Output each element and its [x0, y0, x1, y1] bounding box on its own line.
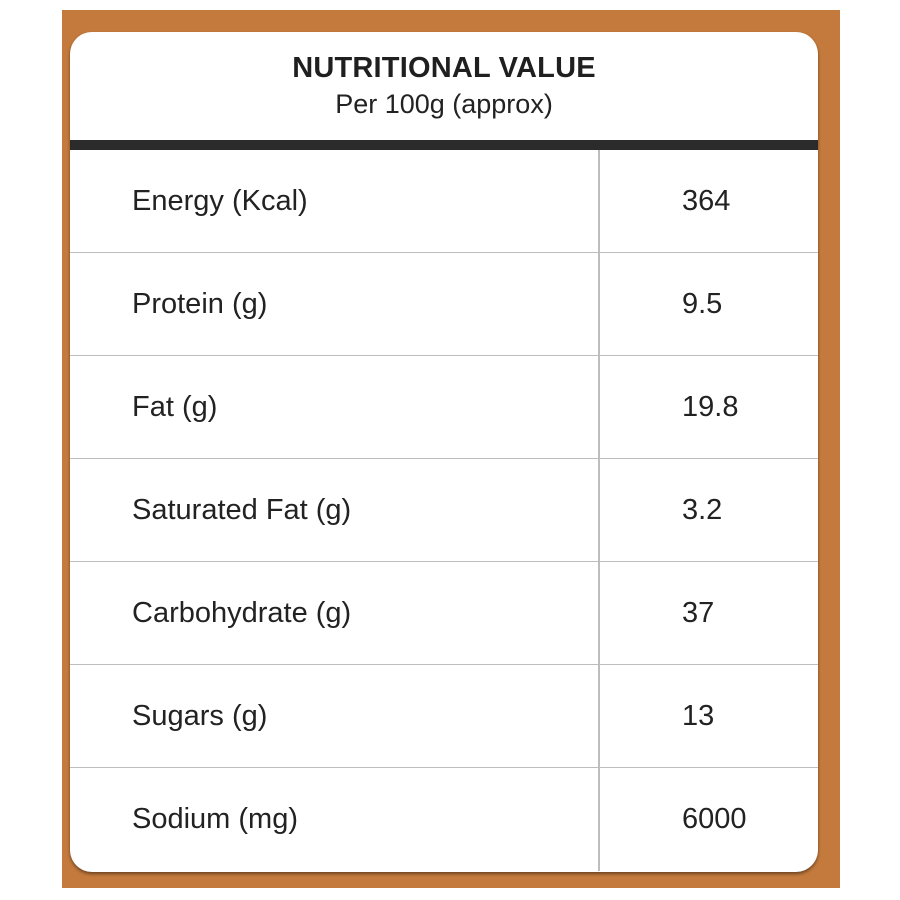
nutrient-value: 6000	[682, 803, 747, 835]
nutrient-name: Fat (g)	[70, 356, 600, 458]
nutrient-value: 3.2	[682, 493, 723, 526]
nutrient-name: Saturated Fat (g)	[70, 459, 600, 561]
table-row: Carbohydrate (g) 37	[70, 562, 818, 665]
nutrient-value: 364	[682, 184, 731, 217]
label-subtitle: Per 100g (approx)	[335, 89, 553, 119]
table-row: Fat (g) 19.8	[70, 356, 818, 459]
header-divider	[70, 140, 818, 150]
nutrient-name: Sodium (mg)	[70, 768, 600, 871]
label-header: NUTRITIONAL VALUE Per 100g (approx)	[70, 32, 818, 140]
nutrient-name: Protein (g)	[70, 253, 600, 355]
nutrient-value: 9.5	[682, 287, 723, 320]
nutrition-table: Energy (Kcal) 364 Protein (g) 9.5 Fat (g…	[70, 150, 818, 871]
label-title: NUTRITIONAL VALUE	[292, 52, 596, 84]
table-row: Energy (Kcal) 364	[70, 150, 818, 253]
nutrient-value: 37	[682, 596, 715, 629]
table-row: Sugars (g) 13	[70, 665, 818, 768]
nutrition-label-card: NUTRITIONAL VALUE Per 100g (approx) Ener…	[70, 32, 818, 872]
table-row: Sodium (mg) 6000	[70, 768, 818, 871]
nutrient-value: 19.8	[682, 390, 739, 423]
nutrient-name: Sugars (g)	[70, 665, 600, 767]
table-row: Saturated Fat (g) 3.2	[70, 459, 818, 562]
nutrient-name: Carbohydrate (g)	[70, 562, 600, 664]
nutrient-name: Energy (Kcal)	[70, 150, 600, 252]
table-row: Protein (g) 9.5	[70, 253, 818, 356]
nutrient-value: 13	[682, 699, 715, 732]
